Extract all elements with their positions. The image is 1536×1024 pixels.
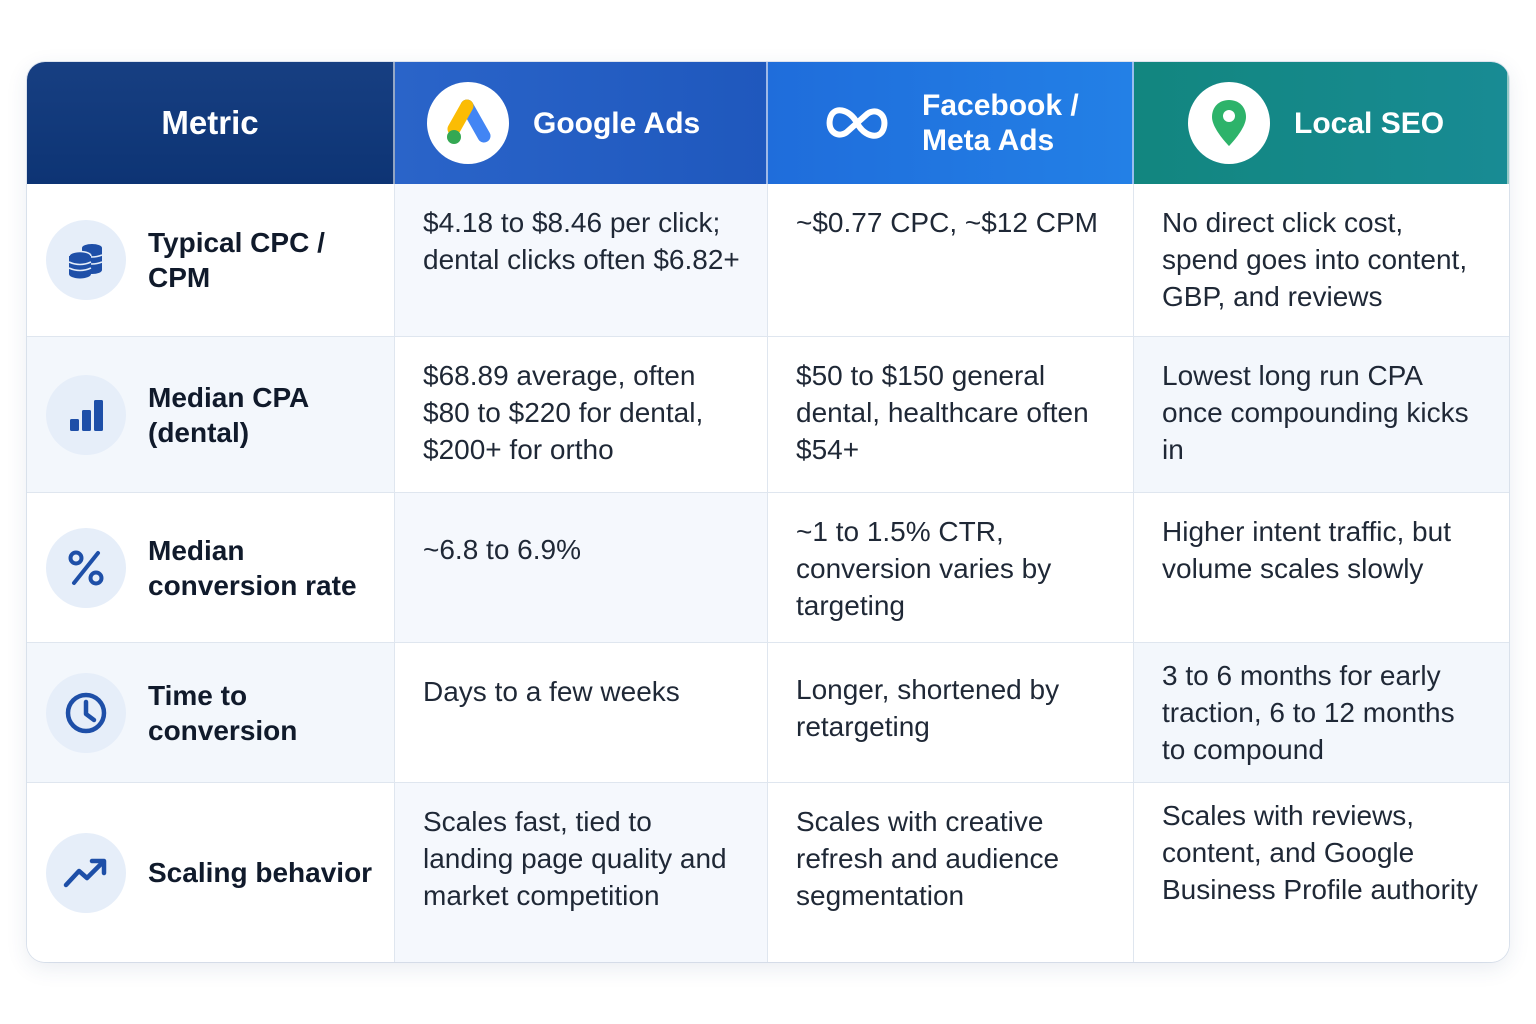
- metric-label: Scaling behavior: [148, 857, 373, 888]
- google-ads-logo-icon: [427, 82, 509, 164]
- metric-cell-scaling: Scaling behavior: [27, 783, 395, 962]
- google-time-cell: Days to a few weeks: [395, 643, 768, 783]
- header-metric: Metric: [27, 62, 395, 184]
- clock-icon: [46, 672, 126, 753]
- metric-label: Time to conversion: [148, 679, 298, 746]
- header-metric-label: Metric: [161, 104, 259, 141]
- meta-time-cell: Longer, shortened by retargeting: [768, 643, 1134, 783]
- header-google-ads: Google Ads: [395, 62, 768, 184]
- map-pin-icon: [1188, 82, 1270, 164]
- seo-cpa-cell: Lowest long run CPA once compounding kic…: [1134, 337, 1509, 493]
- bar-chart-icon: [46, 374, 126, 455]
- header-local-seo: Local SEO: [1134, 62, 1509, 184]
- metric-cell-conversion: Median conversion rate: [27, 493, 395, 643]
- trending-up-icon: [46, 832, 126, 913]
- meta-scaling-cell: Scales with creative refresh and audienc…: [768, 783, 1134, 962]
- header-meta-ads: Facebook / Meta Ads: [768, 62, 1134, 184]
- google-conversion-cell: ~6.8 to 6.9%: [395, 493, 768, 643]
- metric-label: Typical CPC / CPM: [148, 227, 325, 293]
- comparison-table: Metric Google Ads Facebook / Meta Ads: [27, 62, 1509, 962]
- metric-cell-time: Time to conversion: [27, 643, 395, 783]
- metric-label: Median CPA (dental): [148, 381, 309, 448]
- meta-conversion-cell: ~1 to 1.5% CTR, conversion varies by tar…: [768, 493, 1134, 643]
- metric-label: Median conversion rate: [148, 534, 357, 601]
- meta-cpc-cell: ~$0.77 CPC, ~$12 CPM: [768, 184, 1134, 337]
- seo-scaling-cell: Scales with reviews, content, and Google…: [1134, 783, 1509, 962]
- google-cpc-cell: $4.18 to $8.46 per click; dental clicks …: [395, 184, 768, 337]
- meta-cpa-cell: $50 to $150 general dental, healthcare o…: [768, 337, 1134, 493]
- metric-cell-cpc: Typical CPC / CPM: [27, 184, 395, 337]
- seo-cpc-cell: No direct click cost, spend goes into co…: [1134, 184, 1509, 337]
- google-scaling-cell: Scales fast, tied to landing page qualit…: [395, 783, 768, 962]
- meta-logo-icon: [814, 80, 900, 166]
- seo-conversion-cell: Higher intent traffic, but volume scales…: [1134, 493, 1509, 643]
- percent-icon: [46, 527, 126, 608]
- google-cpa-cell: $68.89 average, often $80 to $220 for de…: [395, 337, 768, 493]
- metric-cell-cpa: Median CPA (dental): [27, 337, 395, 493]
- seo-time-cell: 3 to 6 months for early traction, 6 to 1…: [1134, 643, 1509, 783]
- coin-stack-icon: [46, 220, 126, 300]
- header-local-seo-label: Local SEO: [1294, 106, 1445, 140]
- header-google-ads-label: Google Ads: [533, 106, 701, 140]
- header-meta-ads-label: Facebook / Meta Ads: [922, 89, 1079, 157]
